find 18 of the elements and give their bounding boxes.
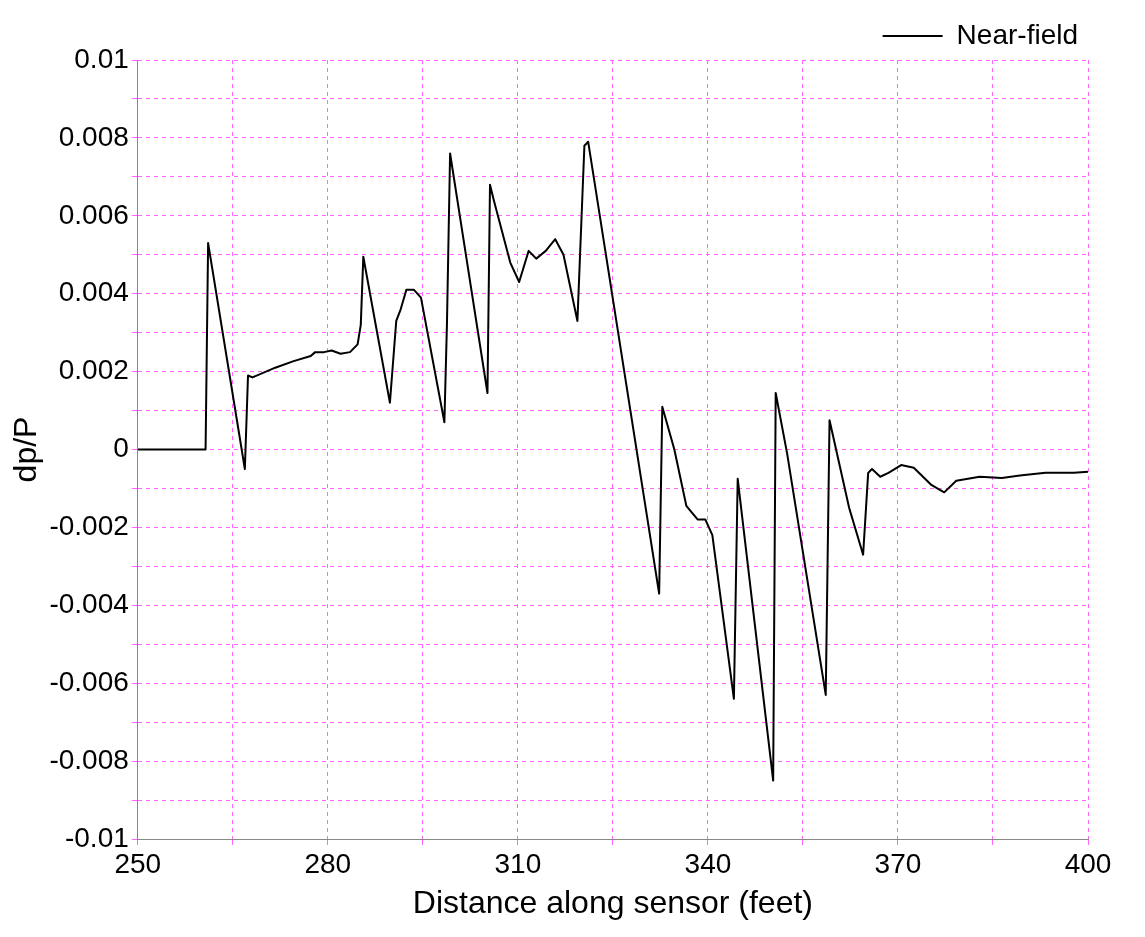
y-tick-label: -0.006 xyxy=(49,665,129,697)
x-tick-label: 340 xyxy=(684,847,732,879)
y-tick-label: -0.002 xyxy=(49,510,129,542)
x-tick-label: 280 xyxy=(304,847,352,879)
x-tick-label: 370 xyxy=(874,847,922,879)
y-tick-label: -0.008 xyxy=(49,743,129,775)
x-tick-label: 400 xyxy=(1064,847,1112,879)
y-axis-title: dp/P xyxy=(7,416,44,483)
y-tick-label: 0 xyxy=(113,432,129,464)
y-tick-label: 0.008 xyxy=(58,120,129,152)
y-tick-label: 0.01 xyxy=(74,42,129,74)
y-tick-label: 0.006 xyxy=(58,198,129,230)
y-tick-label: 0.004 xyxy=(58,276,129,308)
y-tick-label: 0.002 xyxy=(58,354,129,386)
x-tick-label: 310 xyxy=(494,847,542,879)
legend-label: Near-field xyxy=(956,18,1079,50)
x-axis-title: Distance along sensor (feet) xyxy=(412,883,813,920)
y-tick-label: -0.004 xyxy=(49,588,129,620)
